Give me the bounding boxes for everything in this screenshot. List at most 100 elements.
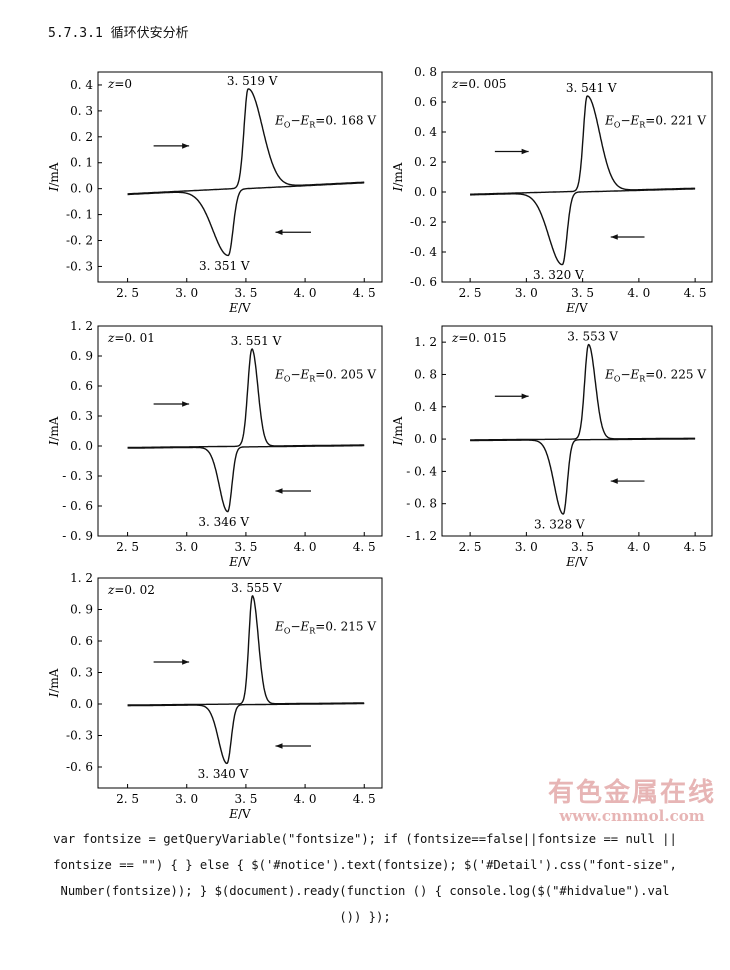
sweep-arrow-reverse <box>610 478 645 484</box>
code-line: Number(fontsize)); } $(document).ready(f… <box>60 884 670 898</box>
y-axis-unit: /mA <box>47 416 61 440</box>
sweep-arrow-forward <box>153 659 190 665</box>
y-tick-label: 0. 0 <box>70 697 93 711</box>
y-tick-label: -0. 6 <box>66 760 93 774</box>
arrow-head <box>182 401 190 407</box>
cv-chart-svg: 2. 5 3. 0 3. 5 4. 0 4. 5 -0. 3 -0. 2 -0. 1 0. 0 0… <box>47 71 383 315</box>
cathodic-peak-label: 3. 346 V <box>198 515 249 529</box>
delta-e-symbol: E <box>604 368 614 382</box>
arrow-head <box>182 659 190 665</box>
code-line: ()) }); <box>339 910 391 924</box>
cathodic-peak-label: 3. 340 V <box>198 767 249 781</box>
cv-chart-z-002: 2. 5 3. 0 3. 5 4. 0 4. 5 -0. 6 -0. 3 0. 0 0. 3 0.… <box>40 570 390 821</box>
delta-e-sub-r: R <box>639 121 646 130</box>
cv-chart-z-0005: 2. 5 3. 0 3. 5 4. 0 4. 5 -0. 6 -0. 4 -0. 2 0. 0 0… <box>390 60 720 322</box>
panel-label: z=0. 02 <box>107 583 155 597</box>
arrow-head <box>275 743 283 749</box>
y-tick-label: 0. 0 <box>70 439 93 453</box>
delta-e-symbol: E <box>274 620 284 634</box>
y-axis-quantity: I <box>391 186 405 192</box>
delta-e-symbol: −E <box>290 114 309 128</box>
delta-e-annotation: EO−ER=0. 215 V <box>274 620 376 636</box>
delta-e-annotation: EO−ER=0. 221 V <box>604 114 706 130</box>
arrow-head <box>275 488 283 494</box>
arrow-head <box>275 229 283 236</box>
plot-frame <box>441 71 713 283</box>
anodic-peak-label: 3. 553 V <box>567 330 618 344</box>
delta-e-symbol: −E <box>290 620 309 634</box>
cathodic-peak-label: 3. 320 V <box>533 268 584 282</box>
y-tick-label: -0. 6 <box>410 275 437 289</box>
y-tick-label: -0. 2 <box>410 215 437 229</box>
cv-chart-svg: 2. 5 3. 0 3. 5 4. 0 4. 5 - 0. 9 - 0. 6 - 0. 3 0.… <box>47 319 383 569</box>
y-axis-unit: /mA <box>391 162 405 186</box>
sweep-arrow-forward <box>494 393 529 400</box>
delta-e-sub-r: R <box>309 375 316 384</box>
y-axis-label: I/mA <box>391 162 405 192</box>
y-tick-label: 0. 4 <box>414 125 437 139</box>
delta-e-value: =0. 205 V <box>315 368 376 382</box>
x-tick-label: 3. 5 <box>234 792 257 806</box>
y-tick-label: -0. 4 <box>410 245 437 259</box>
x-tick-label: 2. 5 <box>459 540 482 554</box>
panel-label-var: z <box>451 77 459 91</box>
x-tick-label: 2. 5 <box>116 540 139 554</box>
panel-label-value: =0. 005 <box>458 77 506 91</box>
anodic-sweep-line <box>127 88 365 195</box>
panel-label: z=0. 005 <box>451 77 507 91</box>
anodic-sweep-line <box>470 343 696 441</box>
y-tick-label: 0. 9 <box>70 349 93 363</box>
y-tick-label: - 0. 3 <box>62 469 93 483</box>
sweep-arrow-reverse <box>275 488 311 494</box>
x-tick-label: 3. 0 <box>175 792 198 806</box>
y-tick-label: - 0. 6 <box>62 499 93 513</box>
y-axis-quantity: I <box>391 440 405 446</box>
panel-label: z=0. 015 <box>451 331 507 345</box>
x-tick-label: 2. 5 <box>459 286 482 300</box>
plot-frame <box>97 71 383 283</box>
y-tick-label: 0. 6 <box>414 95 437 109</box>
sweep-arrow-reverse <box>275 743 311 749</box>
y-tick-label: -0. 3 <box>66 259 93 273</box>
sweep-arrow-reverse <box>275 229 311 236</box>
cathodic-peak-label: 3. 328 V <box>534 517 585 531</box>
x-axis-label: E/V <box>228 807 251 821</box>
x-axis-unit: /V <box>238 301 251 315</box>
delta-e-value: =0. 215 V <box>315 620 376 634</box>
anodic-sweep-line <box>469 95 696 195</box>
delta-e-symbol: −E <box>290 368 309 382</box>
x-tick-label: 3. 0 <box>515 540 538 554</box>
delta-e-annotation: EO−ER=0. 225 V <box>604 368 706 384</box>
x-tick-label: 4. 0 <box>627 540 650 554</box>
y-tick-label: 1. 2 <box>414 335 437 349</box>
delta-e-symbol: E <box>274 368 284 382</box>
anodic-peak-label: 3. 555 V <box>231 581 282 595</box>
cathodic-peak-label: 3. 351 V <box>199 259 250 273</box>
delta-e-symbol: −E <box>620 114 639 128</box>
x-tick-label: 4. 5 <box>684 540 707 554</box>
x-tick-label: 4. 5 <box>684 286 707 300</box>
x-axis-quantity: E <box>565 555 575 569</box>
cv-chart-z-001: 2. 5 3. 0 3. 5 4. 0 4. 5 - 0. 9 - 0. 6 - 0. 3 0.… <box>40 318 390 580</box>
x-axis-unit: /V <box>238 555 251 569</box>
arrow-head <box>182 143 190 149</box>
watermark-title: 有色金属在线 <box>547 778 716 808</box>
sweep-arrow-forward <box>494 148 529 155</box>
y-tick-label: -0. 1 <box>66 208 93 222</box>
x-axis-label: E/V <box>228 555 251 569</box>
panel-label: z=0. 01 <box>107 331 155 345</box>
y-axis-label: I/mA <box>47 416 61 446</box>
x-axis-label: E/V <box>565 555 588 569</box>
delta-e-symbol: E <box>604 114 614 128</box>
x-axis-label: E/V <box>228 301 251 315</box>
plot-frame <box>97 325 383 537</box>
cathodic-sweep-line <box>127 702 365 765</box>
y-tick-label: 0. 4 <box>414 400 437 414</box>
y-tick-label: - 0. 9 <box>62 529 93 543</box>
delta-e-annotation: EO−ER=0. 205 V <box>274 368 376 384</box>
y-tick-label: 1. 2 <box>70 571 93 585</box>
x-axis-quantity: E <box>228 807 238 821</box>
y-tick-label: -0. 3 <box>66 729 93 743</box>
watermark-url: www.cnnmol.com <box>559 807 705 825</box>
x-tick-label: 3. 5 <box>571 540 594 554</box>
